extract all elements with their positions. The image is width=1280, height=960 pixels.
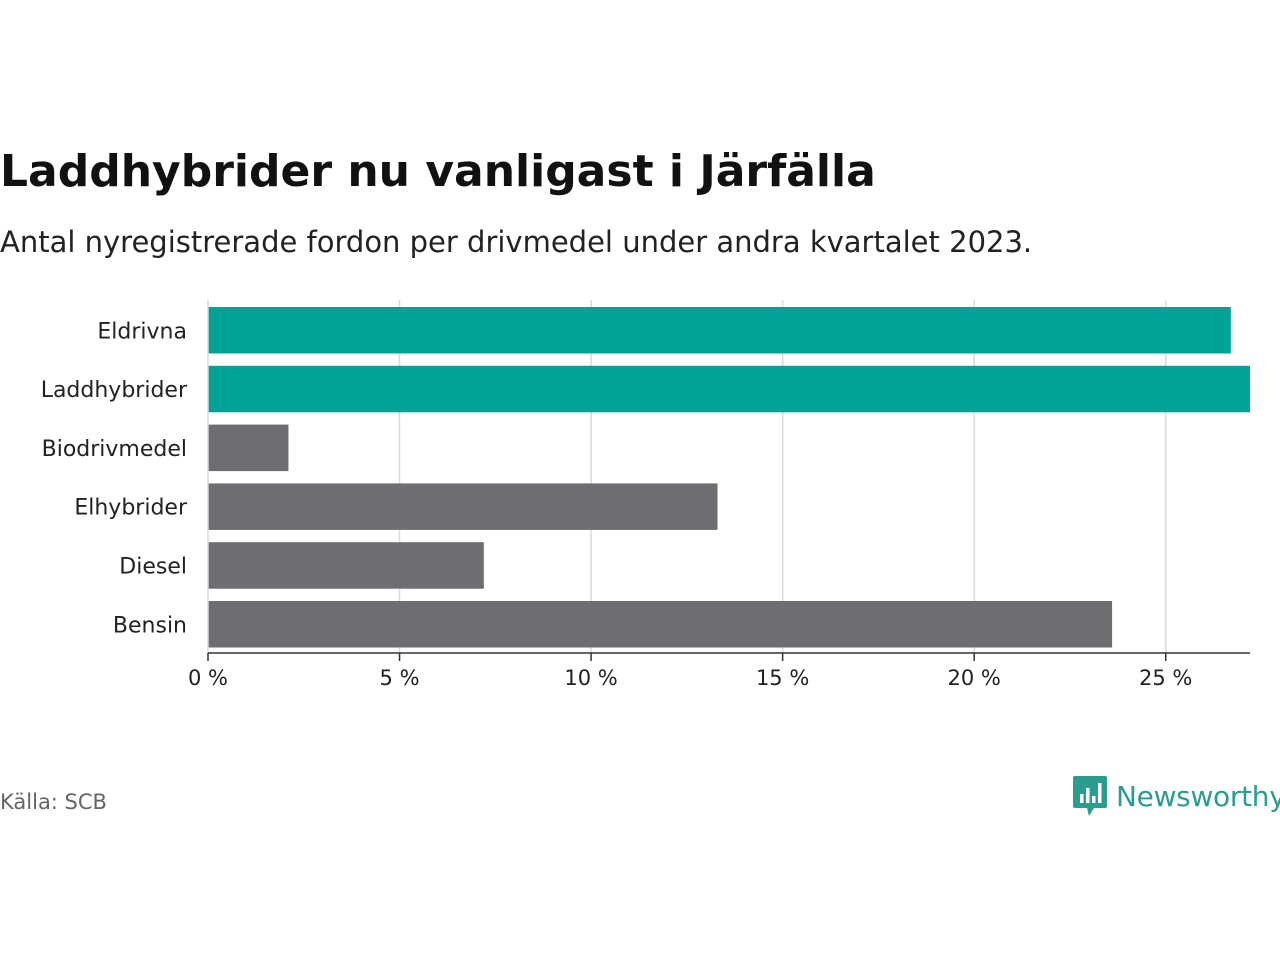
source-note: Källa: SCB bbox=[0, 790, 107, 814]
brand[interactable]: Newsworthy bbox=[1072, 774, 1280, 818]
bars bbox=[208, 307, 1250, 648]
bar-bensin bbox=[208, 601, 1113, 648]
category-label-diesel: Diesel bbox=[119, 554, 187, 579]
chart-subtitle: Antal nyregistrerade fordon per drivmede… bbox=[0, 225, 1033, 259]
category-labels: Eldrivna Laddhybrider Biodrivmedel Elhybrid… bbox=[41, 319, 188, 638]
x-tick-label-3: 15 % bbox=[756, 666, 809, 690]
x-tick-label-4: 20 % bbox=[947, 666, 1000, 690]
bar-elhybrider bbox=[208, 483, 718, 530]
bar-diesel bbox=[208, 542, 484, 589]
brand-name: Newsworthy bbox=[1116, 779, 1280, 813]
bar-laddhybrider bbox=[208, 365, 1250, 413]
category-label-bensin: Bensin bbox=[113, 613, 187, 638]
bar-chart: Eldrivna Laddhybrider Biodrivmedel Elhybrid… bbox=[41, 300, 1250, 690]
bar-biodrivmedel bbox=[208, 424, 289, 472]
category-label-biodrivmedel: Biodrivmedel bbox=[42, 437, 187, 462]
grid-lines bbox=[398, 300, 1167, 653]
category-label-elhybrider: Elhybrider bbox=[74, 496, 188, 521]
category-label-laddhybrider: Laddhybrider bbox=[41, 378, 188, 403]
category-label-eldrivna: Eldrivna bbox=[97, 319, 187, 344]
x-tick-label-0: 0 % bbox=[188, 666, 228, 690]
chart-title: Laddhybrider nu vanligast i Järfälla bbox=[0, 146, 876, 197]
x-tick-label-5: 25 % bbox=[1139, 666, 1192, 690]
bar-eldrivna bbox=[208, 307, 1231, 354]
x-axis: 0 % 5 % 10 % 15 % 20 % 25 % bbox=[188, 300, 1250, 690]
x-tick-label-1: 5 % bbox=[380, 666, 420, 690]
newsworthy-logo-icon bbox=[1073, 776, 1107, 816]
x-tick-label-2: 10 % bbox=[564, 666, 617, 690]
